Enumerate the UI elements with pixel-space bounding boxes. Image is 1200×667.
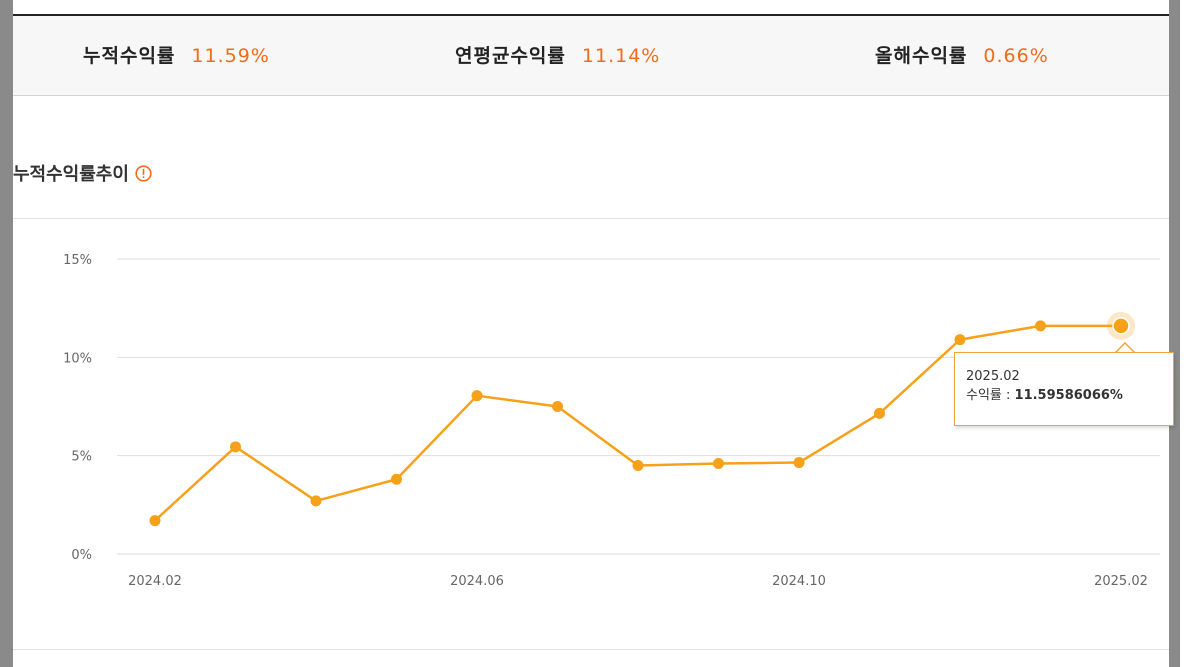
data-point [713,458,724,470]
left-frame-bar [0,0,13,667]
right-frame-bar [1169,0,1180,667]
tooltip-return-row: 수익률 : 11.59586066% [966,386,1173,405]
ytd-return-stat: 올해수익률 0.66% [875,43,1049,69]
x-tick-label: 2024.02 [128,574,182,589]
ytd-return-value: 0.66% [983,45,1049,67]
chart-section-title: 누적수익률추이 [13,160,152,186]
chart-container [13,218,1169,650]
data-point [1035,320,1046,332]
chart-tooltip: 2025.02 수익률 : 11.59586066% [954,352,1174,426]
tooltip-label: 수익률 : [966,388,1015,403]
data-point [471,390,483,402]
right-frame-edge [1180,0,1200,667]
tooltip-date: 2025.02 [966,369,1020,384]
cumulative-return-value: 11.59% [191,45,270,67]
cumulative-return-stat: 누적수익률 11.59% [83,43,270,69]
y-tick-label: 15% [63,253,92,268]
y-tick-label: 0% [71,548,92,563]
data-point [391,473,402,485]
y-tick-label: 10% [63,351,92,366]
return-summary-panel: 누적수익률 11.59% 연평균수익률 11.14% 올해수익률 0.66% [13,14,1169,96]
data-point [552,401,563,412]
x-tick-label: 2024.06 [450,574,504,589]
data-point [149,515,161,527]
chart-title-text: 누적수익률추이 [13,164,129,185]
x-tick-label: 2025.02 [1094,574,1148,589]
data-point [230,441,241,453]
y-tick-label: 5% [71,450,92,465]
tooltip-arrow-inner [1116,344,1134,353]
exclamation-circle-icon[interactable] [135,164,152,182]
x-tick-label: 2024.10 [772,574,826,589]
data-point [310,495,322,507]
cumulative-return-label: 누적수익률 [83,45,176,67]
ytd-return-label: 올해수익률 [875,45,968,67]
tooltip-value: 11.59586066% [1014,388,1123,403]
data-point [954,334,966,346]
annualized-return-label: 연평균수익률 [455,45,566,67]
data-point [874,407,885,419]
annualized-return-value: 11.14% [581,45,661,67]
annualized-return-stat: 연평균수익률 11.14% [455,43,660,69]
data-point [793,457,805,469]
data-point [1112,317,1130,335]
data-point [632,460,644,471]
